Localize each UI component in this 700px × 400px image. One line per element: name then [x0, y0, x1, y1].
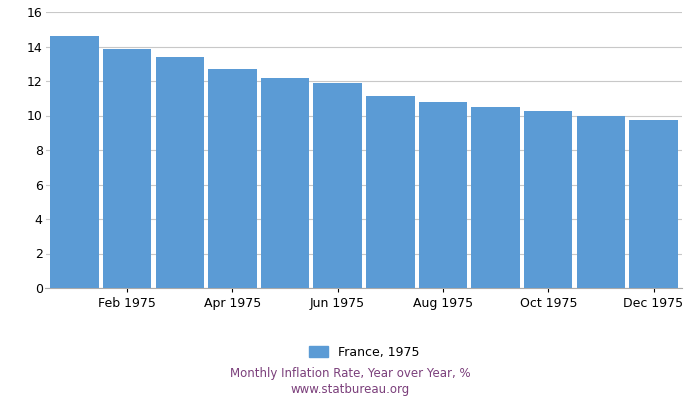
- Bar: [419, 102, 467, 288]
- Bar: [366, 96, 414, 288]
- Bar: [314, 83, 362, 288]
- Bar: [50, 36, 99, 288]
- Text: www.statbureau.org: www.statbureau.org: [290, 384, 410, 396]
- Bar: [208, 69, 257, 288]
- Bar: [261, 78, 309, 288]
- Bar: [577, 116, 625, 288]
- Bar: [471, 107, 520, 288]
- Text: Monthly Inflation Rate, Year over Year, %: Monthly Inflation Rate, Year over Year, …: [230, 368, 470, 380]
- Bar: [629, 120, 678, 288]
- Bar: [524, 111, 573, 288]
- Bar: [155, 57, 204, 288]
- Bar: [103, 49, 151, 288]
- Legend: France, 1975: France, 1975: [304, 341, 424, 364]
